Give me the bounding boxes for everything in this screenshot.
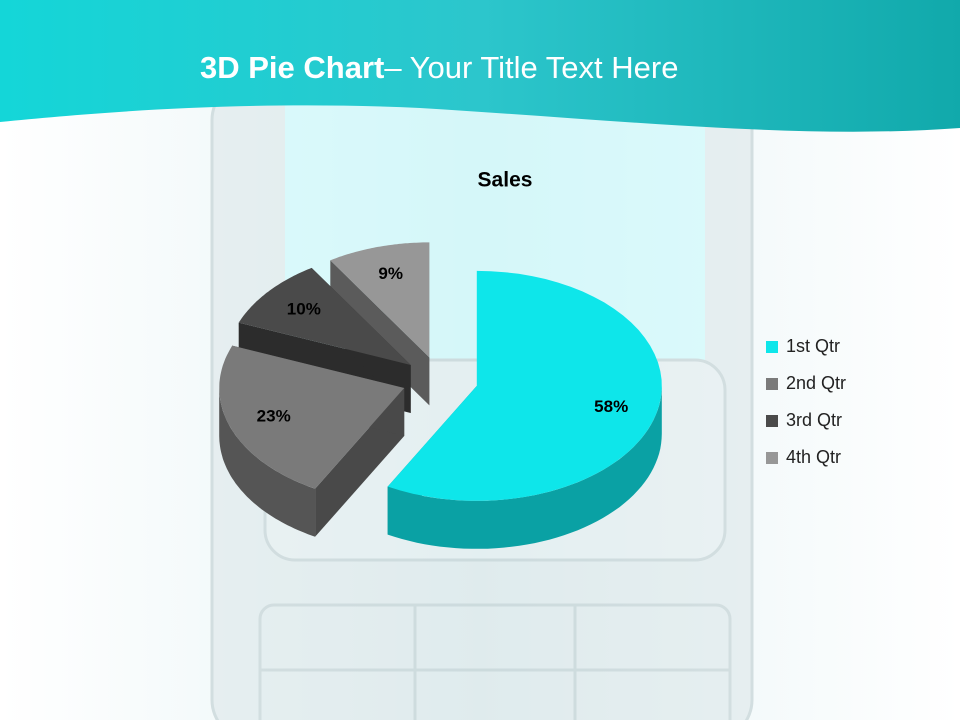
title-bold: 3D Pie Chart (200, 50, 384, 85)
legend: 1st Qtr 2nd Qtr 3rd Qtr 4th Qtr (766, 336, 846, 467)
data-label: 58% (594, 397, 628, 416)
legend-swatch (766, 378, 778, 390)
legend-swatch (766, 452, 778, 464)
data-label: 10% (287, 299, 321, 318)
legend-label: 2nd Qtr (786, 373, 846, 393)
legend-label: 3rd Qtr (786, 410, 842, 430)
data-label: 9% (378, 264, 403, 283)
legend-swatch (766, 415, 778, 427)
legend-swatch (766, 341, 778, 353)
data-label: 23% (257, 407, 291, 426)
slice (387, 270, 662, 501)
slice-side (387, 385, 662, 549)
slice (330, 242, 430, 358)
legend-label: 4th Qtr (786, 447, 841, 467)
chart-title: Sales (478, 169, 533, 192)
title-rest: – Your Title Text Here (384, 50, 678, 85)
header-band (0, 0, 960, 132)
slice-side (219, 388, 316, 537)
legend-label: 1st Qtr (786, 336, 840, 356)
slice (219, 345, 405, 489)
slide-title: 3D Pie Chart– Your Title Text Here (200, 50, 678, 85)
pie: 58% 23% 10% 9% (219, 242, 662, 549)
slice (238, 267, 411, 365)
